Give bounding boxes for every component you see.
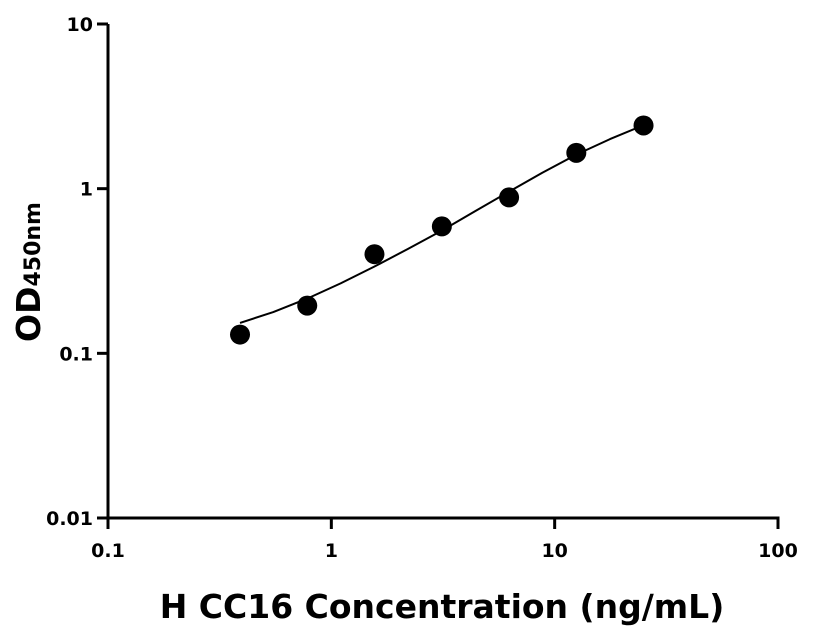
y-axis-title-main: OD	[9, 287, 48, 342]
y-tick-label: 10	[67, 14, 93, 36]
data-point	[566, 142, 587, 163]
axes-layer	[106, 24, 780, 520]
x-tick-label: 10	[541, 540, 567, 562]
y-tick-label: 1	[80, 179, 93, 201]
data-points-layer	[230, 115, 654, 345]
x-axis-title: H CC16 Concentration (ng/mL)	[160, 587, 725, 626]
x-tick-label: 1	[325, 540, 338, 562]
ticks-layer: 0.1 1 10 100 0.01 0.1 1 10	[46, 14, 798, 562]
data-point	[431, 216, 452, 237]
x-tick-label: 0.1	[91, 540, 125, 562]
y-axis-title: OD450nm	[9, 202, 48, 342]
x-tick-label: 100	[758, 540, 798, 562]
data-point	[633, 115, 654, 136]
y-axis-title-subscript: 450nm	[21, 202, 46, 287]
data-point	[230, 324, 251, 345]
y-tick-label: 0.1	[59, 343, 93, 365]
y-tick-label: 0.01	[46, 508, 93, 530]
data-point	[364, 244, 385, 265]
data-point	[499, 187, 520, 208]
data-point	[297, 295, 318, 316]
